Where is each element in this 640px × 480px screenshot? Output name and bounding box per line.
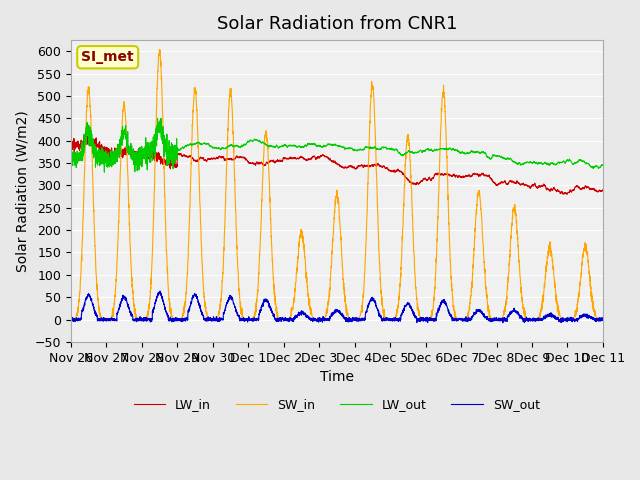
Line: SW_in: SW_in xyxy=(71,49,603,320)
SW_out xyxy=(398,312,406,317)
SW_in xyxy=(216,306,223,312)
SW_in xyxy=(599,317,607,323)
SW_out xyxy=(549,313,557,319)
SW_in xyxy=(549,257,557,263)
SW_in xyxy=(398,240,406,246)
SW_in xyxy=(181,301,189,307)
LW_in xyxy=(181,154,189,159)
LW_out xyxy=(599,162,607,168)
LW_out xyxy=(389,146,397,152)
Line: SW_out: SW_out xyxy=(71,291,603,323)
SW_in xyxy=(239,317,246,323)
Line: LW_in: LW_in xyxy=(71,133,603,194)
SW_out xyxy=(499,320,507,326)
Legend: LW_in, SW_in, LW_out, SW_out: LW_in, SW_in, LW_out, SW_out xyxy=(129,394,545,417)
Y-axis label: Solar Radiation (W/m2): Solar Radiation (W/m2) xyxy=(15,110,29,272)
SW_out xyxy=(599,316,607,322)
SW_out xyxy=(389,316,397,322)
LW_in xyxy=(398,169,406,175)
SW_out xyxy=(599,317,607,323)
LW_in xyxy=(563,192,570,197)
Text: SI_met: SI_met xyxy=(81,50,134,64)
LW_out xyxy=(154,116,161,121)
LW_in xyxy=(599,188,607,193)
LW_in xyxy=(548,187,556,193)
SW_in xyxy=(599,317,607,323)
X-axis label: Time: Time xyxy=(320,370,354,384)
LW_out xyxy=(398,152,406,158)
LW_out xyxy=(67,150,75,156)
LW_in xyxy=(83,130,90,136)
LW_out xyxy=(100,169,108,175)
SW_out xyxy=(156,288,164,294)
SW_out xyxy=(216,314,223,320)
SW_in xyxy=(67,317,75,323)
LW_in xyxy=(389,168,397,174)
LW_out xyxy=(549,160,557,166)
SW_in xyxy=(389,316,397,322)
LW_out xyxy=(599,162,607,168)
Line: LW_out: LW_out xyxy=(71,119,603,172)
SW_out xyxy=(181,318,189,324)
LW_out xyxy=(216,146,223,152)
LW_in xyxy=(599,187,607,192)
LW_in xyxy=(67,142,75,147)
SW_out xyxy=(67,318,75,324)
LW_out xyxy=(181,144,189,149)
LW_in xyxy=(216,154,223,159)
Title: Solar Radiation from CNR1: Solar Radiation from CNR1 xyxy=(216,15,457,33)
SW_in xyxy=(156,47,163,52)
